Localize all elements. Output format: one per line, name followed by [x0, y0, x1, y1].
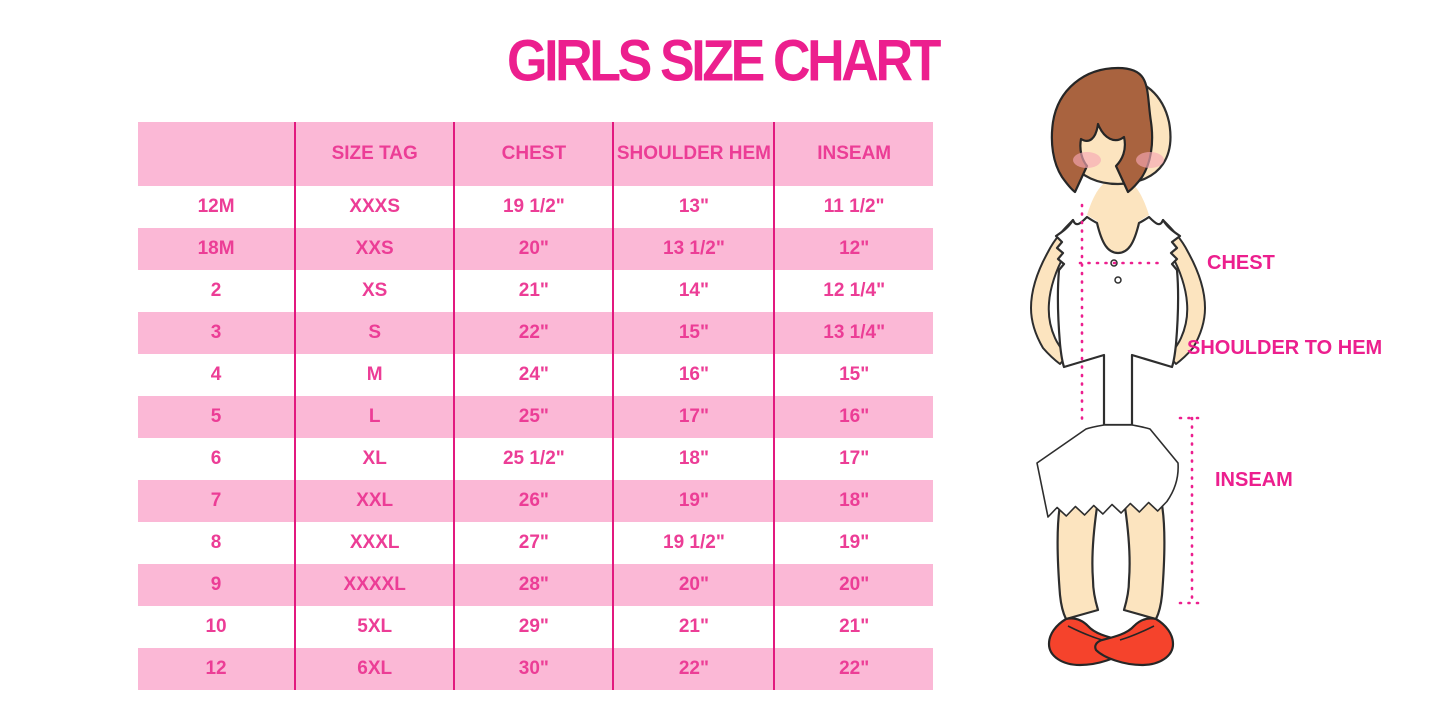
svg-text:CHEST: CHEST — [1207, 252, 1275, 274]
svg-text:INSEAM: INSEAM — [1215, 469, 1293, 491]
svg-text:SHOULDER TO HEM: SHOULDER TO HEM — [1187, 337, 1382, 359]
